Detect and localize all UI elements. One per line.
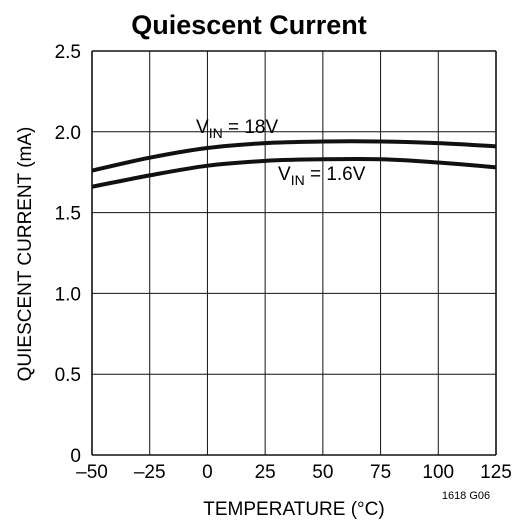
x-tick-label: 75: [370, 462, 391, 483]
y-tick-label: 1.0: [55, 284, 81, 305]
x-tick-labels: –50 –25 0 25 50 75 100 125: [76, 462, 512, 483]
series-label-vin-18v: VIN = 18V: [196, 117, 278, 141]
series-label-vin-1-6v: VIN = 1.6V: [278, 164, 366, 188]
series-lines: [91, 139, 497, 189]
y-tick-label: 2.5: [55, 42, 81, 63]
y-tick-label: 1.5: [55, 204, 81, 225]
x-tick-label: 125: [480, 462, 512, 483]
x-tick-label: 100: [422, 462, 454, 483]
y-axis-label: QUIESCENT CURRENT (mA): [15, 127, 36, 382]
series-line-1: [91, 156, 497, 189]
x-tick-label: 50: [312, 462, 333, 483]
x-tick-label: 0: [202, 462, 213, 483]
x-axis-label: TEMPERATURE (°C): [203, 499, 384, 520]
grid-lines: [91, 50, 497, 456]
x-tick-label: –50: [76, 462, 108, 483]
y-tick-labels: 0 0.5 1.0 1.5 2.0 2.5: [55, 42, 81, 467]
x-tick-label: 25: [255, 462, 276, 483]
y-tick-label: 0: [70, 446, 81, 467]
figure-number: 1618 G06: [442, 490, 490, 502]
x-tick-label: –25: [134, 462, 166, 483]
y-tick-label: 2.0: [55, 123, 81, 144]
chart-title: Quiescent Current: [131, 10, 367, 40]
series-line-0: [91, 139, 497, 173]
y-tick-label: 0.5: [55, 365, 81, 386]
